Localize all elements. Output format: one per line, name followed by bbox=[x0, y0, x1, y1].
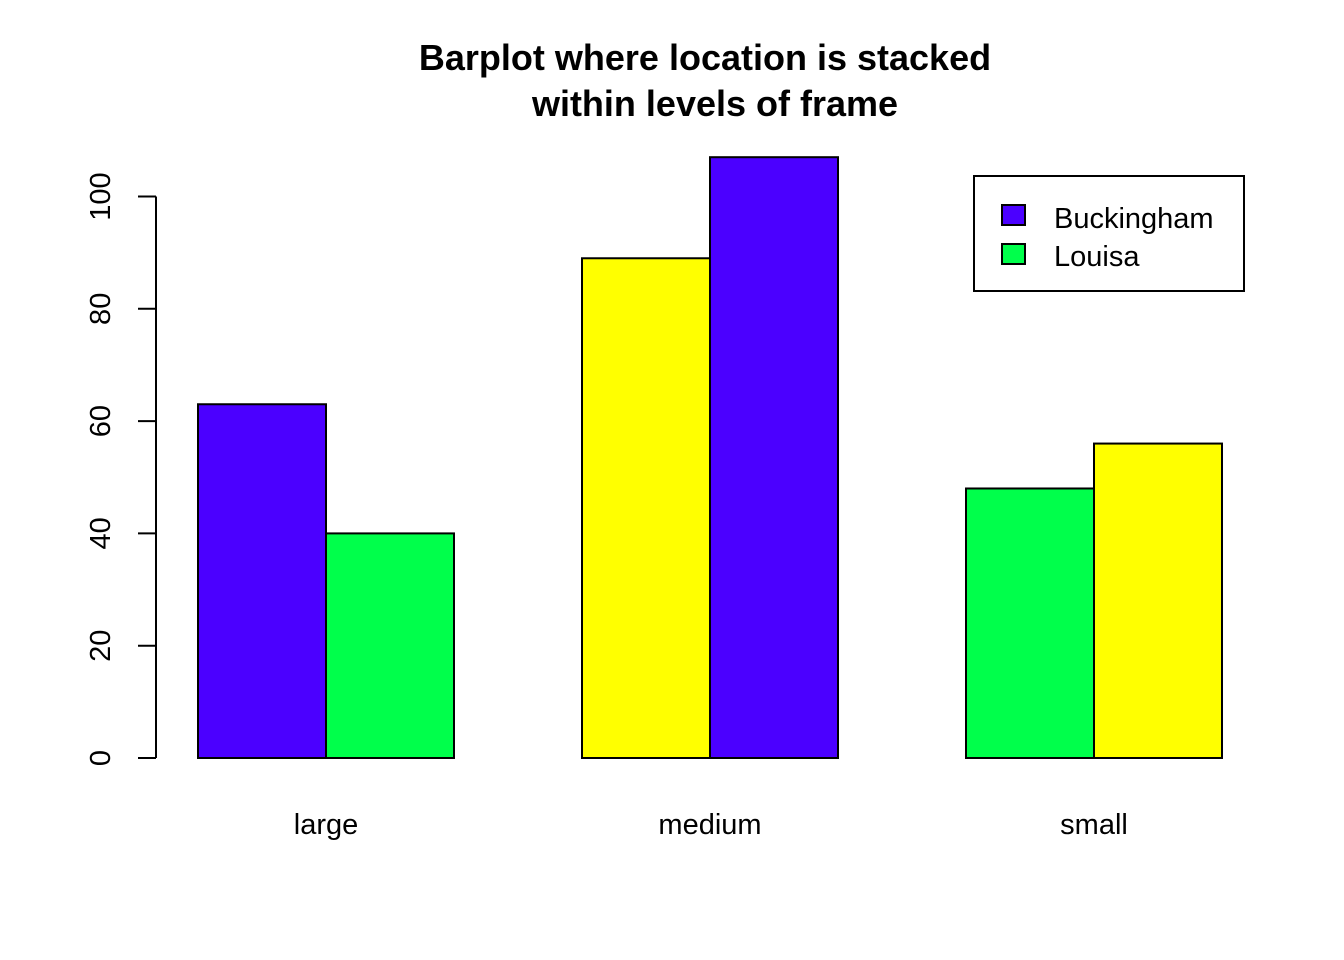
y-tick-label: 40 bbox=[85, 517, 117, 549]
bar-small-2 bbox=[1093, 442, 1223, 759]
bar-small-1 bbox=[965, 487, 1095, 759]
x-axis-labels: large medium small bbox=[294, 809, 1128, 841]
y-tick-label: 20 bbox=[85, 630, 117, 662]
x-category-label: small bbox=[1060, 809, 1128, 841]
bar-medium-1 bbox=[581, 257, 711, 759]
chart-title-line-1: Barplot where location is stacked bbox=[419, 37, 991, 78]
y-tick-label: 100 bbox=[85, 172, 117, 220]
y-tick-label: 80 bbox=[85, 293, 117, 325]
legend-box bbox=[973, 175, 1245, 292]
legend-swatch-buckingham bbox=[1001, 204, 1026, 226]
bar-large-1 bbox=[197, 403, 327, 759]
bar-large-2 bbox=[325, 532, 455, 760]
y-axis: 0 20 40 60 80 100 bbox=[85, 172, 157, 766]
bars-group bbox=[197, 156, 1223, 760]
y-tick-label: 60 bbox=[85, 405, 117, 437]
x-category-label: large bbox=[294, 809, 359, 841]
legend: Buckingham Louisa bbox=[973, 175, 1245, 292]
legend-label-louisa: Louisa bbox=[1054, 241, 1140, 273]
y-tick-label: 0 bbox=[85, 750, 117, 766]
bar-medium-2 bbox=[709, 156, 839, 759]
chart-title-line-2: within levels of frame bbox=[531, 83, 898, 124]
x-category-label: medium bbox=[658, 809, 761, 841]
legend-swatch-louisa bbox=[1001, 243, 1026, 265]
legend-label-buckingham: Buckingham bbox=[1054, 203, 1214, 235]
